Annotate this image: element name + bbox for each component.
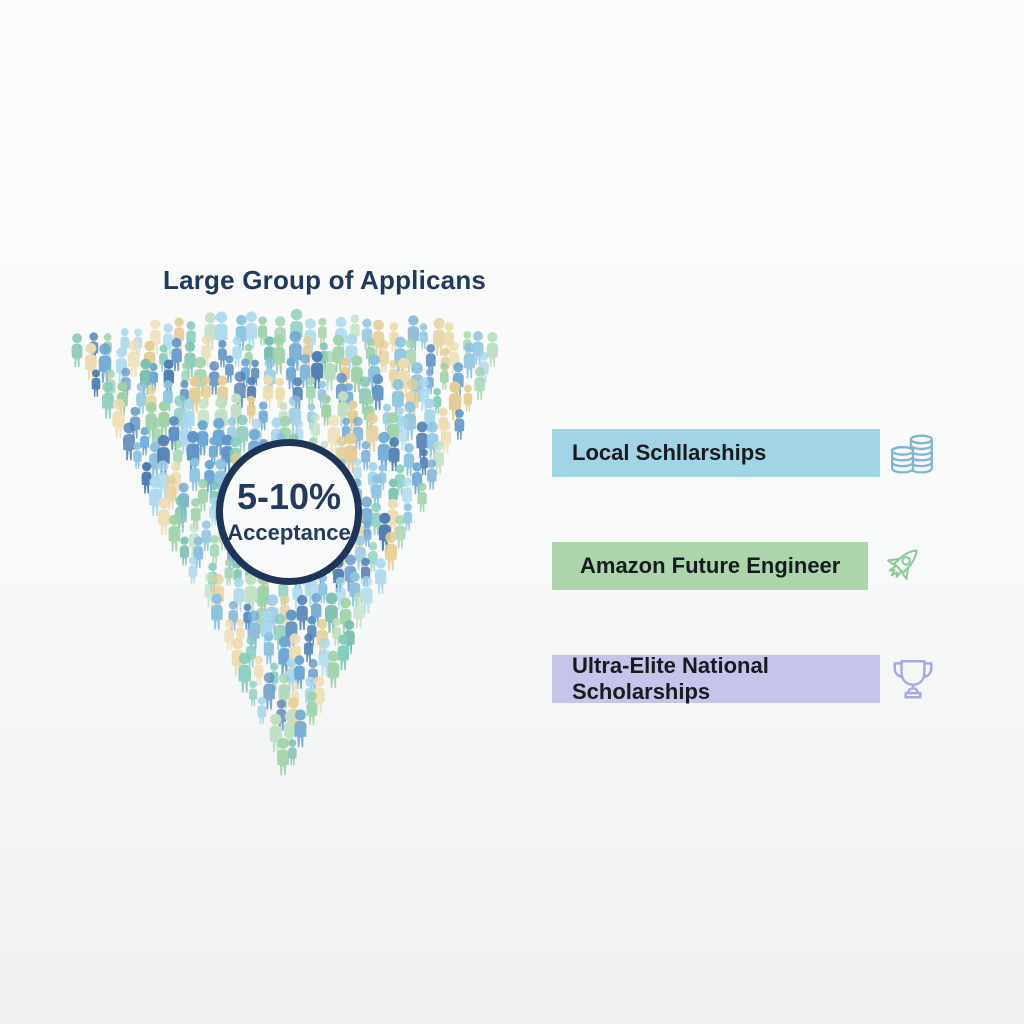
rocket-icon bbox=[876, 541, 926, 591]
acceptance-percent: 5-10% bbox=[236, 476, 342, 518]
tier-list: Local Schllarships Amazon Future Enginee… bbox=[552, 429, 938, 768]
acceptance-badge: 5-10% Acceptance bbox=[216, 439, 362, 585]
page-title: Large Group of Applicans bbox=[163, 265, 487, 295]
trophy-icon bbox=[888, 654, 938, 704]
tier-bar-amazon: Amazon Future Engineer bbox=[552, 542, 868, 590]
tier-row-ultra-elite: Ultra-Elite National Scholarships bbox=[552, 653, 938, 704]
tier-bar-ultra-elite: Ultra-Elite National Scholarships bbox=[552, 653, 880, 704]
coins-icon bbox=[888, 428, 938, 478]
tier-row-local: Local Schllarships bbox=[552, 429, 938, 477]
tier-row-amazon: Amazon Future Engineer bbox=[552, 542, 938, 590]
tier-bar-local: Local Schllarships bbox=[552, 429, 880, 477]
acceptance-label: Acceptance bbox=[227, 519, 351, 545]
